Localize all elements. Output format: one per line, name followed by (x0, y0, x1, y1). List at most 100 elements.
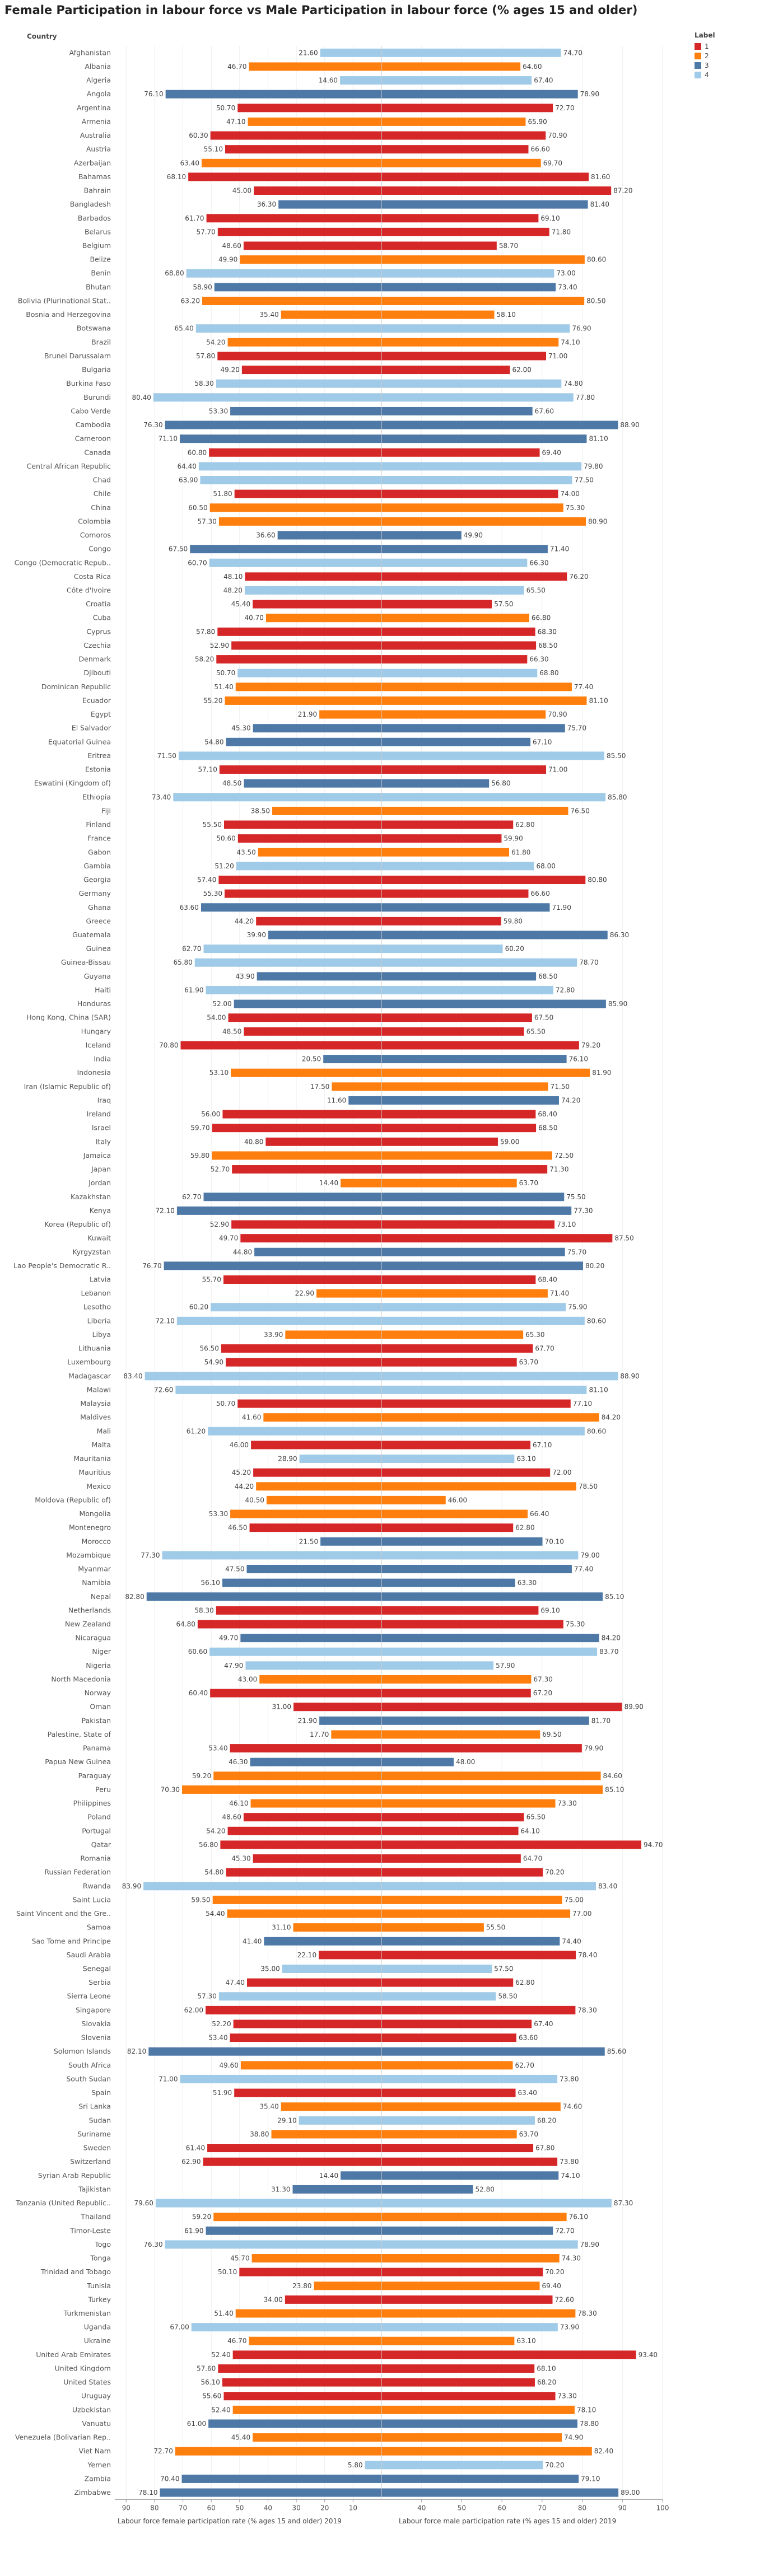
male-value-label: 73.80 (560, 2075, 579, 2083)
male-bar (381, 366, 510, 375)
female-bar (299, 1455, 381, 1464)
male-value-label: 69.10 (540, 1606, 560, 1614)
country-label: Gabon (88, 848, 111, 856)
male-value-label: 66.60 (530, 146, 549, 153)
male-bar (381, 1261, 584, 1270)
male-bar (381, 1978, 514, 1987)
female-value-label: 57.70 (196, 228, 215, 236)
female-value-label: 46.10 (229, 1799, 248, 1807)
male-bar (381, 62, 521, 71)
country-label: Namibia (82, 1578, 111, 1587)
female-bar (165, 2240, 381, 2249)
male-bar (381, 379, 562, 388)
male-bar (381, 1675, 532, 1684)
female-value-label: 71.10 (159, 435, 178, 443)
male-bar (381, 352, 547, 361)
country-label: Benin (91, 269, 111, 277)
male-bar (381, 2144, 534, 2153)
country-label: Kyrgyzstan (73, 1247, 111, 1256)
male-value-label: 71.30 (549, 1166, 568, 1174)
male-bar (381, 572, 567, 581)
country-label: Bahrain (84, 186, 111, 195)
female-value-label: 77.30 (141, 1551, 160, 1559)
female-value-label: 21.90 (298, 710, 317, 718)
country-label: El Salvador (72, 724, 111, 732)
male-value-label: 67.40 (534, 77, 553, 85)
country-label: Czechia (83, 641, 111, 649)
country-label: Bahamas (78, 172, 111, 181)
male-bar (381, 1895, 562, 1904)
female-value-label: 54.20 (206, 338, 225, 346)
female-bar (175, 1385, 381, 1394)
female-bar (197, 1620, 381, 1629)
female-bar (246, 1978, 381, 1987)
male-value-label: 74.00 (561, 490, 580, 498)
female-value-label: 48.50 (222, 1027, 241, 1035)
male-value-label: 61.80 (511, 848, 530, 856)
male-value-label: 67.50 (534, 1014, 553, 1022)
male-bar (381, 1868, 543, 1877)
female-bar (207, 2144, 381, 2153)
male-value-label: 93.40 (638, 2351, 658, 2359)
male-value-label: 81.90 (592, 1069, 611, 1077)
female-bar (250, 1799, 381, 1808)
male-value-label: 78.40 (578, 1951, 597, 1959)
male-bar (381, 1634, 599, 1643)
male-bar (381, 545, 548, 554)
country-label: Bolivia (Plurinational Stat.. (18, 296, 111, 305)
male-value-label: 62.80 (515, 1979, 534, 1986)
female-bar (243, 241, 381, 250)
country-label: Georgia (83, 876, 111, 884)
female-bar (235, 2309, 381, 2318)
male-value-label: 49.90 (464, 531, 483, 539)
country-label: Uruguay (81, 2392, 111, 2400)
female-bar (227, 1826, 381, 1835)
male-value-label: 76.20 (569, 573, 588, 581)
male-value-label: 59.00 (500, 1138, 519, 1146)
female-value-label: 70.30 (161, 1785, 180, 1793)
country-label: Cuba (93, 614, 111, 622)
male-value-label: 57.50 (494, 600, 513, 608)
female-bar (210, 1689, 381, 1698)
female-value-label: 63.60 (180, 904, 199, 911)
female-value-label: 65.80 (173, 959, 192, 966)
female-bar (236, 862, 381, 871)
male-bar (381, 2295, 553, 2304)
female-value-label: 59.50 (191, 1896, 210, 1904)
male-value-label: 74.40 (562, 1937, 581, 1945)
female-bar (246, 1565, 381, 1574)
female-bar (143, 1882, 381, 1891)
male-bar (381, 1220, 555, 1229)
country-label: Saudi Arabia (67, 1951, 111, 1959)
female-value-label: 14.40 (319, 1179, 338, 1187)
female-bar (253, 600, 381, 609)
female-bar (212, 1151, 381, 1160)
female-value-label: 61.20 (187, 1427, 206, 1435)
male-value-label: 74.20 (561, 1096, 580, 1104)
female-value-label: 17.50 (310, 1083, 329, 1091)
country-label: Ethiopia (82, 793, 111, 801)
country-label: Kazakhstan (71, 1193, 111, 1201)
country-label: Fiji (101, 806, 111, 815)
male-bar (381, 269, 554, 278)
male-value-label: 88.90 (620, 421, 639, 429)
female-bar (240, 1234, 381, 1243)
female-value-label: 60.40 (189, 1689, 208, 1697)
male-value-label: 94.70 (644, 1841, 663, 1849)
female-bar (206, 2226, 381, 2235)
female-bar (209, 448, 381, 457)
country-label: Chad (93, 476, 111, 484)
female-bar (253, 2433, 381, 2442)
country-label: Yemen (87, 2461, 111, 2469)
female-bar (258, 848, 381, 857)
female-value-label: 41.60 (242, 1414, 261, 1422)
country-label: Estonia (85, 765, 111, 774)
female-bar (281, 310, 381, 319)
female-value-label: 60.80 (188, 448, 207, 456)
male-value-label: 72.70 (555, 104, 574, 112)
country-label: Lebanon (81, 1289, 111, 1297)
male-value-label: 69.50 (542, 1731, 561, 1738)
male-bar (381, 1055, 567, 1064)
female-bar (213, 1771, 381, 1780)
male-value-label: 48.00 (456, 1758, 475, 1766)
